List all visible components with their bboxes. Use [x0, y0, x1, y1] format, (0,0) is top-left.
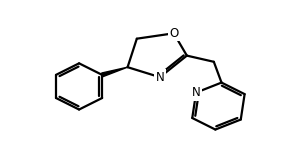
Text: O: O — [169, 27, 178, 40]
Polygon shape — [102, 67, 128, 77]
Text: N: N — [156, 71, 164, 84]
Text: N: N — [192, 86, 200, 99]
